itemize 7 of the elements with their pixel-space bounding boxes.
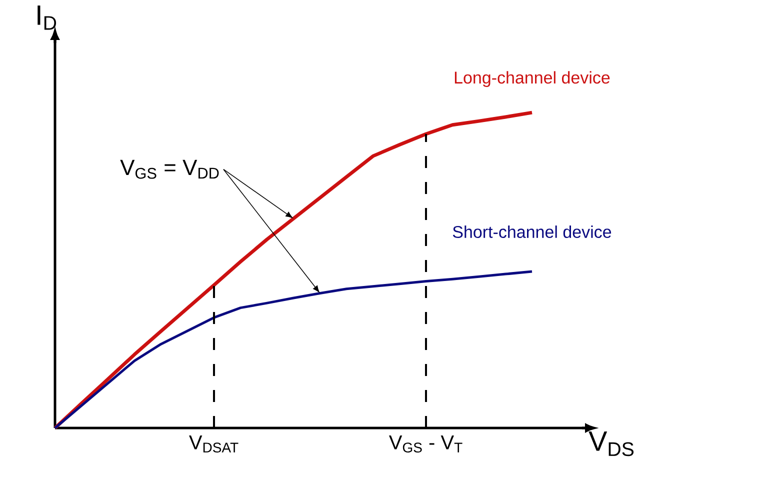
series-label: Long-channel device bbox=[454, 71, 610, 88]
x-axis-title: V$_{DS}$ bbox=[588, 432, 634, 456]
x-tick-label: V$_{GS}$ - V$_{T}$ bbox=[388, 436, 462, 453]
y-axis-title: I$_{D}$ bbox=[38, 6, 56, 30]
x-tick-label: V$_{DSAT}$ bbox=[189, 436, 238, 453]
annotation: V$_{GS}$ = V$_{DD}$ bbox=[120, 160, 219, 179]
text: Short-channel device bbox=[452, 226, 612, 238]
